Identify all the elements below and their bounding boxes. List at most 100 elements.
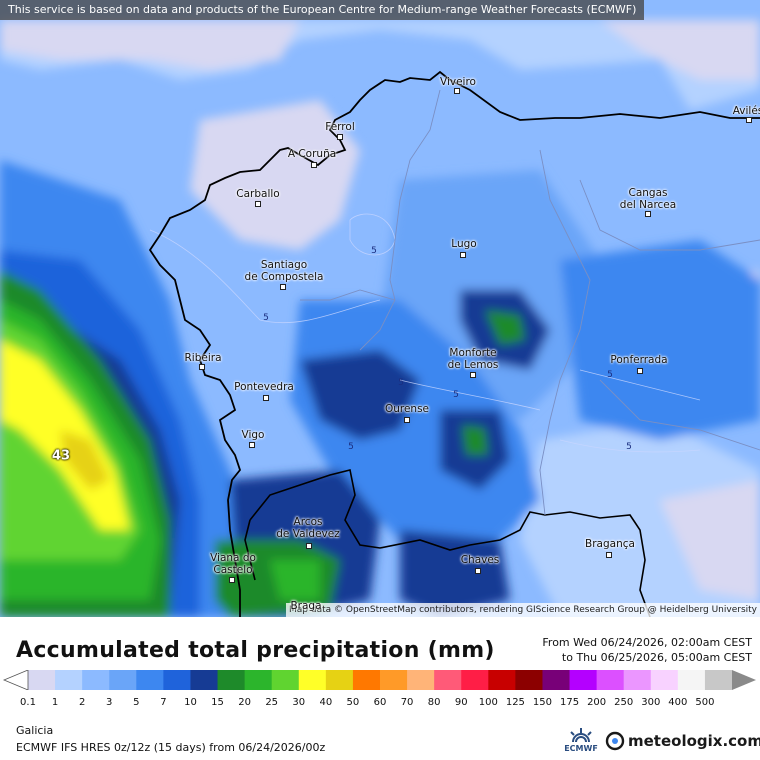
precipitation-map[interactable]: This service is based on data and produc… [0,0,760,617]
city-marker [311,162,317,168]
city-marker [475,568,481,574]
city-label-santiago: Santiago de Compostela [244,259,324,283]
period-from: From Wed 06/24/2026, 02:00am CEST [542,636,752,649]
scale-level-label: 150 [532,697,552,708]
scale-level-label: 60 [373,697,387,708]
scale-swatch [650,670,679,690]
map-canvas [0,0,760,617]
scale-level-label: 400 [668,697,688,708]
city-marker [337,134,343,140]
scale-swatch [569,670,598,690]
period-to: to Thu 06/25/2026, 05:00am CEST [561,651,752,664]
scale-level-label: 40 [319,697,333,708]
city-label-monforte: Monforte de Lemos [447,347,499,371]
city-marker [645,211,651,217]
meteologix-logo[interactable]: meteologix.com [605,730,760,752]
scale-level-label: 0.1 [20,697,36,708]
scale-swatch [28,670,56,690]
city-label-viana: Viana do Castelo [210,552,256,576]
scale-swatch [298,670,327,690]
scale-level-label: 20 [238,697,251,708]
city-marker [263,395,269,401]
contour-lines [149,213,701,453]
city-marker [280,284,286,290]
city-marker [404,417,410,423]
coastline [148,70,760,617]
city-marker [746,117,752,123]
city-label-braganca: Bragança [585,538,635,550]
city-label-ourense: Ourense [384,403,430,415]
scale-swatch [163,670,191,690]
city-label-arcos: Arcos de Valdevez [276,516,340,540]
meteologix-icon [605,731,625,751]
region-borders [300,89,760,516]
country-border [244,469,651,617]
contour-label: 5 [453,390,459,400]
scale-swatch [380,670,408,690]
color-scale-bar [2,670,756,690]
scale-level-label: 70 [400,697,414,708]
max-precip-label: 43 [51,448,71,464]
contour-label: 5 [607,370,613,380]
scale-swatch [434,670,462,690]
scale-swatch [136,670,164,690]
city-label-cangas-del-narcea: Cangas del Narcea [619,187,677,211]
city-label-chaves: Chaves [460,554,500,566]
scale-swatch [325,670,354,690]
scale-level-label: 5 [133,697,140,708]
scale-swatch [352,670,381,690]
city-marker [199,364,205,370]
scale-swatch [461,670,489,690]
map-attribution[interactable]: Map data © OpenStreetMap contributors, r… [286,603,760,617]
scale-swatch [488,670,516,690]
city-label-ribeira: Ribeira [184,352,222,364]
scale-swatch [190,670,219,690]
city-marker [454,88,460,94]
precip-fields [0,20,760,617]
city-label-ferrol: Ferrol [325,121,355,133]
color-scale-labels: 0.1 1 2 3 5 7 10 15 20 25 30 40 50 60 70 80 90 100 125 150 1… [0,697,760,711]
contour-label: 5 [398,378,404,388]
city-label-a-coruna: A Coruña [287,148,337,160]
city-label-carballo: Carballo [236,188,280,200]
scale-level-label: 500 [695,697,715,708]
scale-swatch [542,670,571,690]
scale-level-label: 3 [106,697,113,708]
ecmwf-icon [570,728,592,743]
legend-title: Accumulated total precipitation (mm) [16,638,495,663]
city-label-vigo: Vigo [241,429,265,441]
scale-level-label: 30 [292,697,306,708]
scale-level-label: 200 [587,697,607,708]
city-marker [460,252,466,258]
scale-swatch [217,670,246,690]
contour-label: 5 [371,246,377,256]
scale-swatch [515,670,543,690]
scale-swatch [596,670,625,690]
meteologix-brand-text: meteologix.com [628,732,760,750]
scale-swatch [623,670,652,690]
city-label-pontevedra: Pontevedra [234,381,294,393]
scale-level-label: 1 [51,697,59,708]
scale-level-label: 2 [78,697,86,708]
scale-swatch [109,670,137,690]
scale-level-label: 15 [211,697,224,708]
model-info: ECMWF IFS HRES 0z/12z (15 days) from 06/… [16,741,326,754]
scale-level-label: 175 [559,697,580,708]
ecmwf-data-notice: This service is based on data and produc… [0,0,645,20]
ecmwf-logo[interactable]: ECMWF [563,724,599,756]
scale-level-label: 50 [346,697,360,708]
scale-swatch [244,670,273,690]
scale-swatch [677,670,706,690]
scale-level-label: 80 [427,697,441,708]
scale-level-label: 10 [184,697,197,708]
scale-level-label: 300 [641,697,661,708]
city-label-aviles: Avilés [732,105,760,117]
scale-arrow-high [732,670,756,690]
scale-swatch [82,670,110,690]
scale-level-label: 7 [160,697,167,708]
city-marker [249,442,255,448]
scale-swatch [271,670,300,690]
ecmwf-logo-text: ECMWF [564,744,598,753]
city-label-braga: Braga [290,600,322,612]
city-marker [229,577,235,583]
